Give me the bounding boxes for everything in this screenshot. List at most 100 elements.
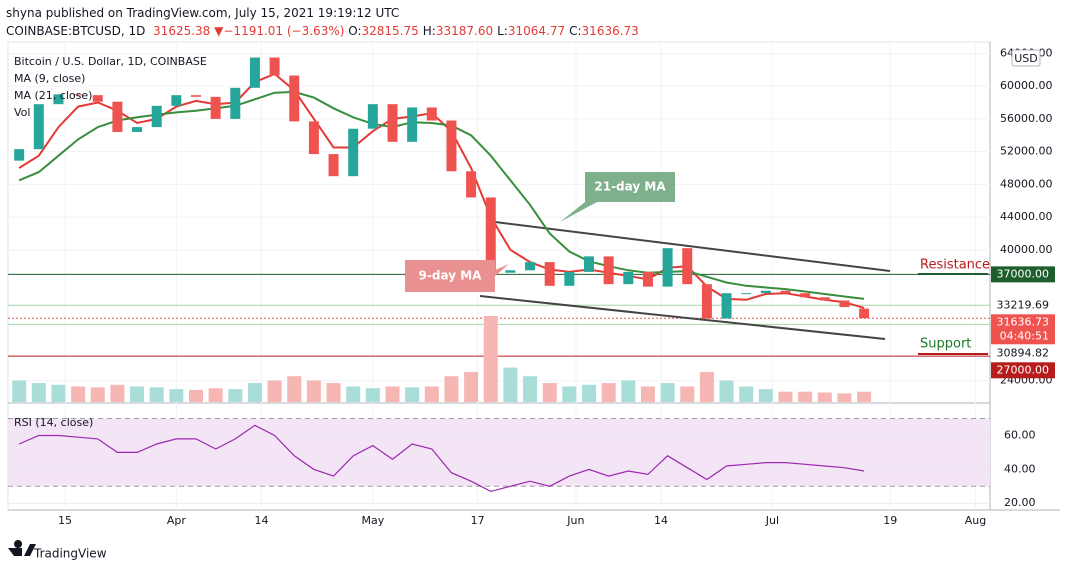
x-tick-label: Aug [965,514,986,527]
support-text: Support [920,337,971,352]
candle-body [171,95,182,106]
x-tick-label: 17 [471,514,485,527]
volume-bar [51,384,66,402]
volume-bar [857,391,872,402]
volume-bar [90,387,105,402]
ohlc-value: 32815.75 [361,24,419,38]
x-tick-label: 19 [883,514,897,527]
x-tick-label: Jul [765,514,779,527]
candle-body [446,120,457,172]
candle-body [760,290,771,294]
callout-9 [405,260,509,292]
volume-bar [110,384,125,402]
candle-body [859,308,870,319]
volume-bar [582,384,596,402]
ohlc-value: 31636.73 [581,24,639,38]
legend-ma9: MA (9, close) [14,72,85,85]
candle-body [682,248,693,285]
callout-21 [560,172,675,222]
volume-bar [739,386,754,402]
candle-body [544,262,555,286]
volume-bar [719,380,734,402]
volume-bar [365,388,380,402]
volume-bar [71,386,86,402]
price-label-box [991,362,1055,379]
volume-bar [189,389,203,402]
y-tick-label: 60000.00 [1000,79,1053,92]
candle-body [603,256,614,285]
y-tick-label: 56000.00 [1000,112,1053,125]
legend-ma21: MA (21, close) [14,89,92,102]
candle-body [269,57,280,76]
volume-bar [208,388,223,402]
rsi-tick-label: 40.00 [1004,462,1036,475]
volume-bar [287,376,302,402]
symbol-line: COINBASE:BTCUSD, 1D 31625.38 ▼−1191.01 (… [6,22,643,40]
header: shyna published on TradingView.com, July… [6,4,643,40]
candle-body [819,297,830,301]
volume-bar [483,316,498,402]
volume-bar [228,389,243,402]
volume-bar [837,393,852,402]
y-tick-label: 40000.00 [1000,243,1053,256]
volume-bar [247,383,262,402]
ohlc-value: 33187.60 [435,24,494,38]
y-tick-label: 52000.00 [1000,145,1053,158]
price: 31625.38 [153,24,211,38]
candle-body [426,107,437,121]
volume-bar [640,386,655,402]
candle-body [642,271,653,287]
volume-bar [660,383,675,402]
currency: USD [1014,52,1038,65]
volume-bar [758,389,773,402]
volume-bar [405,387,420,402]
volume-bar [326,383,341,402]
rsi-band [8,418,990,487]
candle-body [112,101,123,132]
countdown: 04:40:51 [1000,329,1049,342]
candle-body [564,271,575,286]
currency-box [1011,49,1041,67]
candle-body [73,94,84,96]
x-tick-label: Jun [566,514,584,527]
candle-body [466,171,477,198]
candle-body [210,96,221,119]
x-tick-label: 14 [255,514,269,527]
candle-body [151,105,162,128]
volume-bar [621,380,636,402]
volume-bar [149,387,164,402]
x-tick-label: Apr [167,514,187,527]
y-tick-label: 48000.00 [1000,177,1053,190]
brand: TradingView [33,547,107,561]
volume-bar [699,371,714,402]
volume-bar [601,383,616,402]
volume-bar [31,383,46,402]
candle-body [132,127,143,132]
x-tick-label: 14 [654,514,668,527]
ohlc-value: 31064.77 [507,24,566,38]
candle-body [387,104,398,142]
ohlc-key: H: [422,24,436,38]
volume-bar [503,367,518,402]
candle-body [505,270,516,273]
candle-body [485,197,496,273]
volume-bar [542,383,557,402]
volume-bar [130,386,145,402]
change: −1191.01 (−3.63%) [223,24,345,38]
candle-body [92,95,103,102]
candle-body [701,284,712,319]
price-label-box [991,266,1055,283]
volume-bar [798,391,813,402]
candle-body [308,121,319,155]
price-label: 33219.69 [997,298,1050,311]
resistance-text: Resistance [920,258,990,273]
legend-rsi: RSI (14, close) [14,416,93,429]
legend-volume: Vol [14,106,30,119]
volume-bar [169,389,184,402]
candle-body [348,128,359,177]
volume-bar [778,391,793,402]
candle-body [407,107,418,142]
ohlc-key: O: [348,24,362,38]
